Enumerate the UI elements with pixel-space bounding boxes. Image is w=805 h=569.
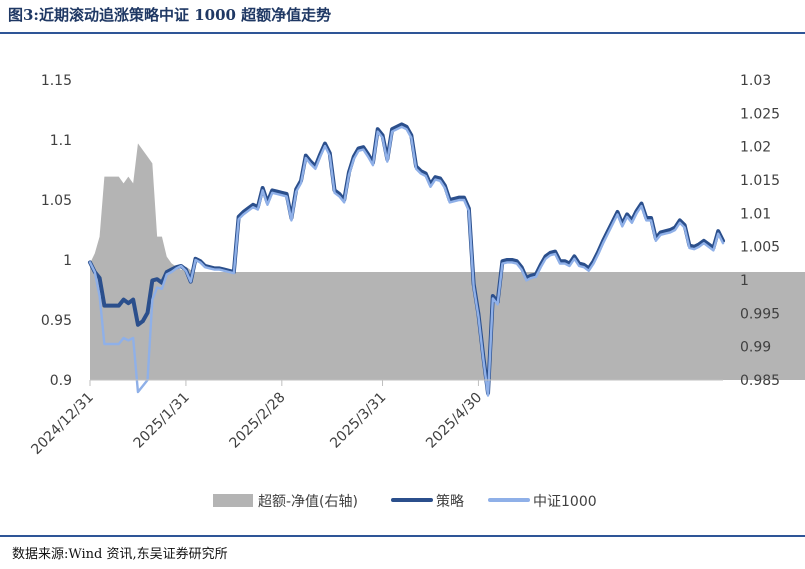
y-right-tick-label: 0.99 bbox=[740, 340, 771, 356]
excess-area-layer bbox=[90, 143, 805, 380]
strategy-line bbox=[88, 122, 725, 396]
excess-return-chart: 0.9 0.95 1 1.05 1.1 1.15 0.985 0.99 0.995 1 1.005 1… bbox=[28, 73, 805, 510]
legend-label-csi1000: 中证1000 bbox=[533, 494, 597, 510]
excess-area bbox=[90, 143, 805, 380]
y-right-tick-label: 1.015 bbox=[740, 173, 780, 189]
y-left-tick-label: 0.9 bbox=[50, 373, 72, 389]
y-left-tick-label: 1.15 bbox=[41, 73, 72, 89]
y-left-tick-label: 1.05 bbox=[41, 193, 72, 209]
y-right-tick-label: 0.995 bbox=[740, 306, 780, 322]
x-tick-label: 2025/1/31 bbox=[131, 390, 193, 452]
y-left-tick-label: 1 bbox=[63, 253, 72, 269]
y-right-tick-label: 1 bbox=[740, 273, 749, 289]
source-rule bbox=[0, 535, 805, 537]
y-left-tick-label: 0.95 bbox=[41, 313, 72, 329]
legend: 超额-净值(右轴) 策略 中证1000 bbox=[213, 493, 597, 510]
y-right-tick-label: 1.005 bbox=[740, 240, 780, 256]
source-note: 数据来源:Wind 资讯,东吴证券研究所 bbox=[12, 547, 228, 562]
legend-label-strategy: 策略 bbox=[436, 493, 464, 510]
csi1000-line bbox=[88, 125, 725, 397]
y-right-tick-label: 1.01 bbox=[740, 206, 771, 222]
y-right-tick-label: 1.03 bbox=[740, 73, 771, 89]
x-tick-label: 2024/12/31 bbox=[28, 390, 96, 458]
legend-swatch-excess bbox=[213, 494, 253, 507]
legend-label-excess: 超额-净值(右轴) bbox=[258, 494, 358, 510]
y-right-tick-label: 1.025 bbox=[740, 106, 780, 122]
y-right-tick-label: 0.985 bbox=[740, 373, 780, 389]
x-tick-label: 2025/2/28 bbox=[227, 390, 289, 452]
line-layer bbox=[88, 122, 725, 397]
y-left-tick-label: 1.1 bbox=[50, 133, 72, 149]
x-tick-label: 2025/3/31 bbox=[327, 390, 389, 452]
title-rule bbox=[0, 32, 805, 34]
figure-title: 图3:近期滚动追涨策略中证 1000 超额净值走势 bbox=[8, 6, 332, 24]
x-tick-label: 2025/4/30 bbox=[423, 390, 485, 452]
y-right-tick-label: 1.02 bbox=[740, 140, 771, 156]
